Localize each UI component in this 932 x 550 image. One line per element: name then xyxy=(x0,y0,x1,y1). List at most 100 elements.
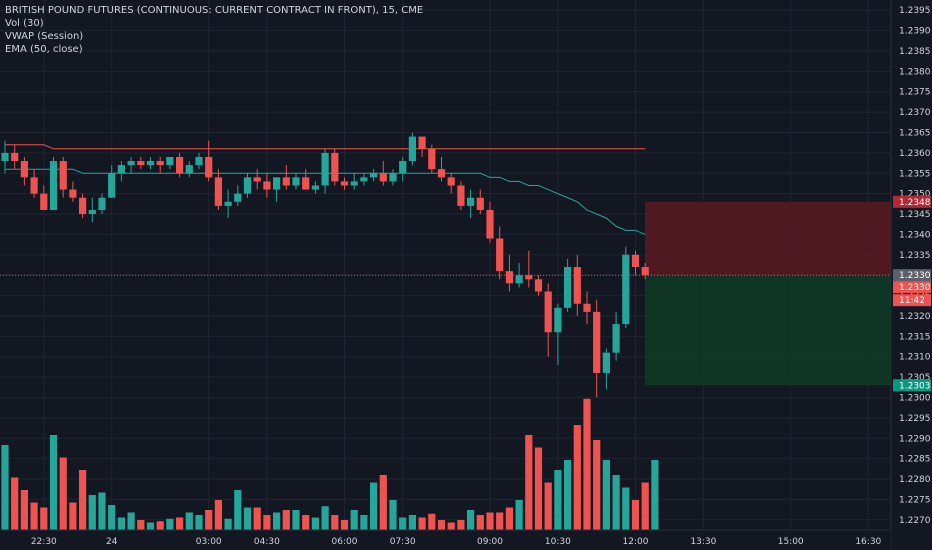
volume-bar xyxy=(234,490,242,530)
volume-bar xyxy=(263,515,271,530)
candle-body[interactable] xyxy=(117,165,125,174)
candle-body[interactable] xyxy=(49,161,58,210)
price-tick-label: 1.2370 xyxy=(899,108,931,118)
candle-body[interactable] xyxy=(360,177,368,182)
volume-bar xyxy=(447,522,455,530)
volume-bar xyxy=(418,517,426,530)
candle-body[interactable] xyxy=(205,156,213,178)
candle-body[interactable] xyxy=(631,254,640,268)
candle-body[interactable] xyxy=(108,173,116,198)
volume-bar xyxy=(505,507,513,530)
candle-body[interactable] xyxy=(467,197,475,206)
candle-body[interactable] xyxy=(185,165,193,174)
candle-body[interactable] xyxy=(40,193,48,210)
candle-body[interactable] xyxy=(408,136,416,162)
take-profit-zone[interactable] xyxy=(645,275,891,386)
candle-body[interactable] xyxy=(282,177,290,186)
candle-body[interactable] xyxy=(641,267,649,276)
candle-body[interactable] xyxy=(350,181,358,186)
volume-bar xyxy=(515,500,523,530)
candle-body[interactable] xyxy=(593,311,601,374)
candle-body[interactable] xyxy=(496,238,504,272)
candle-body[interactable] xyxy=(88,209,96,215)
candle-body[interactable] xyxy=(457,185,465,206)
candle-body[interactable] xyxy=(146,161,155,166)
candle-body[interactable] xyxy=(370,173,378,178)
candle-body[interactable] xyxy=(428,148,436,170)
candle-body[interactable] xyxy=(302,177,310,190)
candle-body[interactable] xyxy=(137,161,145,166)
target-price-label: 1.2303 xyxy=(899,381,931,391)
volume-bar xyxy=(224,518,232,530)
price-tick-label: 1.2300 xyxy=(899,394,931,404)
candle-body[interactable] xyxy=(30,177,38,194)
candle-body[interactable] xyxy=(399,161,407,174)
price-tick-label: 1.2315 xyxy=(899,332,931,342)
candle-body[interactable] xyxy=(1,152,9,162)
volume-bar xyxy=(612,475,620,530)
price-tick-label: 1.2385 xyxy=(899,47,931,57)
candle-body[interactable] xyxy=(234,193,242,202)
candle-body[interactable] xyxy=(20,161,28,178)
candle-body[interactable] xyxy=(321,152,329,186)
volume-bar xyxy=(544,482,552,530)
volume-bar xyxy=(292,510,300,530)
volume-bar xyxy=(651,460,659,530)
volume-bar xyxy=(156,521,164,530)
candle-body[interactable] xyxy=(583,303,591,312)
candle-body[interactable] xyxy=(292,177,300,186)
candle-body[interactable] xyxy=(476,197,484,210)
candle-body[interactable] xyxy=(505,271,513,284)
candle-body[interactable] xyxy=(273,177,281,190)
candle-body[interactable] xyxy=(127,161,135,166)
volume-bar xyxy=(428,513,436,530)
volume-bar xyxy=(534,447,543,530)
candle-body[interactable] xyxy=(418,136,426,149)
time-tick-label: 10:30 xyxy=(545,537,571,547)
volume-bar xyxy=(176,517,184,530)
price-tick-label: 1.2290 xyxy=(899,434,931,444)
candle-body[interactable] xyxy=(166,156,174,166)
candle-body[interactable] xyxy=(340,181,349,186)
candle-body[interactable] xyxy=(311,185,319,190)
candle-body[interactable] xyxy=(195,156,203,166)
candle-body[interactable] xyxy=(243,177,252,194)
candle-body[interactable] xyxy=(389,173,397,182)
candle-body[interactable] xyxy=(544,291,552,333)
time-tick-label: 12:00 xyxy=(623,537,649,547)
price-tick-label: 1.2285 xyxy=(899,455,931,465)
candle-body[interactable] xyxy=(515,275,523,284)
candle-body[interactable] xyxy=(253,177,261,182)
candle-body[interactable] xyxy=(554,307,562,333)
candle-body[interactable] xyxy=(437,169,446,178)
candle-body[interactable] xyxy=(69,189,77,198)
candle-body[interactable] xyxy=(98,197,106,210)
candle-body[interactable] xyxy=(331,152,339,182)
volume-bar xyxy=(641,482,649,530)
price-tick-label: 1.2335 xyxy=(899,251,931,261)
candle-body[interactable] xyxy=(534,279,543,292)
volume-bar xyxy=(166,518,174,530)
candle-body[interactable] xyxy=(214,177,222,206)
candle-body[interactable] xyxy=(224,201,232,206)
entry-price-label: 1.2330 xyxy=(899,271,931,281)
candle-body[interactable] xyxy=(79,197,87,215)
candle-body[interactable] xyxy=(564,267,572,308)
candle-body[interactable] xyxy=(156,161,164,166)
candle-body[interactable] xyxy=(379,173,387,182)
candle-body[interactable] xyxy=(602,352,610,374)
candle-body[interactable] xyxy=(263,181,271,190)
candle-body[interactable] xyxy=(573,267,581,304)
candle-body[interactable] xyxy=(612,324,620,353)
candle-body[interactable] xyxy=(11,152,19,162)
candle-body[interactable] xyxy=(525,275,533,280)
candle-body[interactable] xyxy=(176,156,184,174)
candle-body[interactable] xyxy=(622,254,630,325)
candle-body[interactable] xyxy=(447,177,455,186)
candle-body[interactable] xyxy=(486,209,494,239)
stop-loss-zone[interactable] xyxy=(645,201,891,276)
candle-body[interactable] xyxy=(59,161,67,190)
legend: BRITISH POUND FUTURES (CONTINUOUS: CURRE… xyxy=(5,4,423,56)
